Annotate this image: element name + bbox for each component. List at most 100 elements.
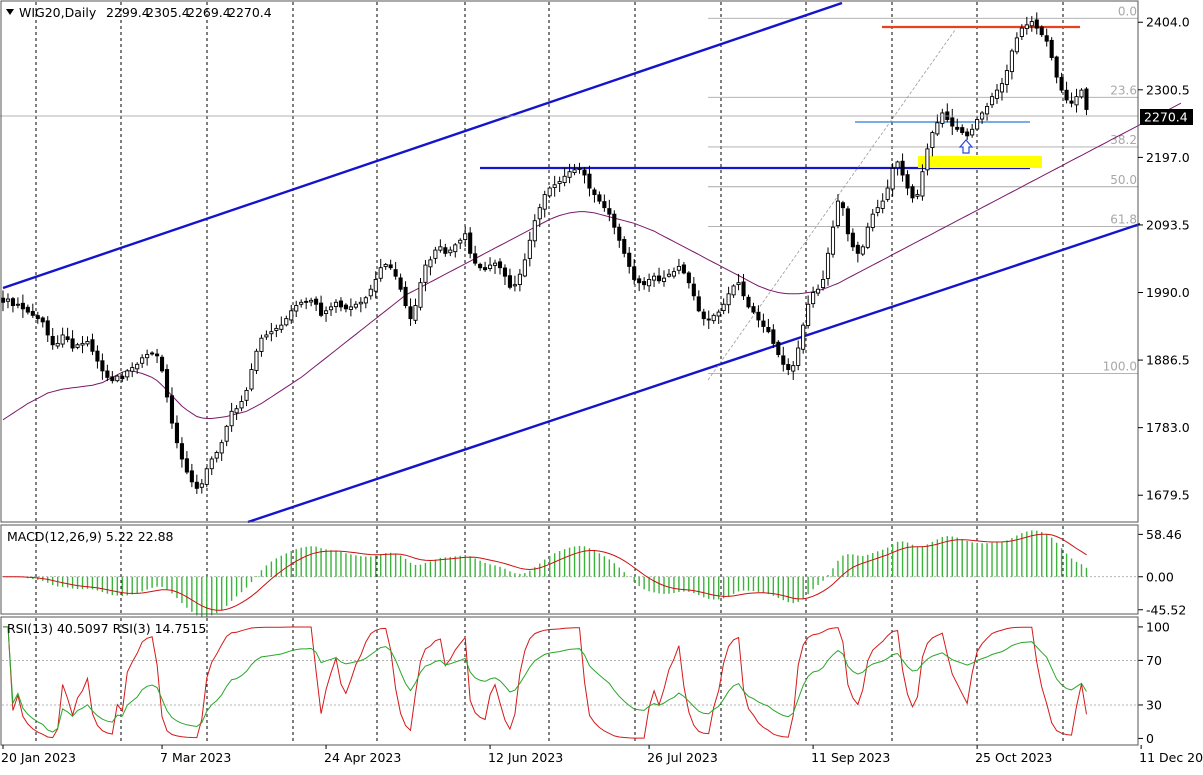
candle bbox=[537, 203, 542, 228]
candle bbox=[15, 297, 20, 309]
vertical-grid bbox=[35, 2, 1064, 744]
candle bbox=[80, 335, 85, 354]
collapse-triangle-icon[interactable] bbox=[6, 9, 14, 15]
target-zone[interactable] bbox=[918, 156, 1042, 168]
candle bbox=[289, 304, 294, 324]
macd-tick-label: 58.46 bbox=[1146, 527, 1182, 542]
macd-tick-label: 0.00 bbox=[1146, 569, 1174, 584]
candle bbox=[100, 353, 105, 380]
candle bbox=[95, 345, 100, 369]
candle bbox=[130, 362, 135, 378]
trend-channel[interactable] bbox=[2, 1, 1141, 524]
candle bbox=[438, 239, 443, 253]
candle bbox=[806, 295, 811, 329]
candle bbox=[20, 294, 25, 318]
candle bbox=[443, 243, 448, 257]
price-axis[interactable]: 2404.0 2300.5 2197.0 2093.5 1990.0 1886.5 1783… bbox=[1138, 15, 1190, 503]
macd-title: MACD(12,26,9) 5.22 22.88 bbox=[7, 529, 174, 544]
ohlc-close: 2270.4 bbox=[228, 5, 272, 20]
candle bbox=[150, 351, 155, 356]
candle bbox=[860, 244, 865, 256]
candle bbox=[776, 340, 781, 358]
candle bbox=[731, 284, 736, 298]
candle bbox=[850, 228, 855, 252]
candle bbox=[801, 322, 806, 354]
time-tick-label: 24 Apr 2023 bbox=[324, 750, 401, 765]
candle bbox=[567, 163, 572, 184]
candle bbox=[756, 305, 761, 328]
candle bbox=[453, 242, 458, 258]
fib-level-label: 61.8 bbox=[1110, 213, 1137, 227]
candle bbox=[35, 311, 40, 324]
candle bbox=[557, 176, 562, 192]
candle bbox=[5, 293, 11, 309]
candle bbox=[965, 128, 970, 140]
candle bbox=[721, 298, 726, 315]
candle bbox=[885, 179, 890, 202]
candle bbox=[602, 194, 607, 212]
ohlc-open: 2299.4 bbox=[106, 5, 150, 20]
candle bbox=[701, 308, 706, 326]
candle bbox=[169, 387, 175, 429]
candle bbox=[120, 371, 125, 383]
rsi-tick-label: 30 bbox=[1146, 697, 1162, 712]
candle bbox=[676, 258, 681, 275]
candle bbox=[85, 336, 90, 347]
time-axis[interactable]: 20 Jan 2023 7 Mar 2023 24 Apr 2023 12 Jun 2… bbox=[1, 745, 1203, 765]
candle bbox=[736, 273, 741, 291]
channel-upper-line[interactable] bbox=[2, 1, 843, 290]
channel-lower-line[interactable] bbox=[247, 222, 1141, 524]
fib-level-label: 100.0 bbox=[1103, 359, 1137, 373]
fib-level-label: 38.2 bbox=[1110, 133, 1137, 147]
ohlc-low: 2269.4 bbox=[187, 5, 231, 20]
candle bbox=[199, 478, 204, 494]
candle bbox=[448, 246, 453, 257]
fib-level-label: 0.0 bbox=[1118, 4, 1137, 18]
fib-trend-line[interactable] bbox=[707, 29, 956, 381]
candle bbox=[855, 241, 860, 263]
candle bbox=[691, 277, 696, 301]
fib-level-label: 50.0 bbox=[1110, 173, 1137, 187]
time-tick-label: 7 Mar 2023 bbox=[160, 750, 231, 765]
candle bbox=[706, 310, 711, 330]
candle bbox=[304, 297, 309, 310]
chart-info: WIG20,Daily 2299.4 2305.4 2269.4 2270.4 … bbox=[6, 5, 272, 636]
candle bbox=[1019, 24, 1024, 40]
candle bbox=[348, 298, 353, 317]
candle bbox=[244, 387, 249, 407]
candle bbox=[587, 165, 592, 197]
candle bbox=[463, 226, 468, 247]
candle bbox=[343, 303, 348, 313]
candle bbox=[1014, 32, 1019, 55]
candle bbox=[473, 245, 478, 266]
candle bbox=[1049, 37, 1054, 61]
candle bbox=[1069, 92, 1074, 108]
price-tick-label: 1886.5 bbox=[1146, 353, 1190, 368]
candle bbox=[338, 297, 344, 312]
candle bbox=[1039, 25, 1044, 38]
time-tick-label: 11 Dec 2023 bbox=[1139, 750, 1203, 765]
candle bbox=[189, 463, 194, 488]
candle bbox=[845, 206, 850, 242]
candle bbox=[388, 259, 393, 270]
rsi-tick-label: 0 bbox=[1146, 731, 1154, 746]
candle bbox=[269, 322, 274, 342]
candle bbox=[716, 309, 721, 325]
candle bbox=[840, 200, 845, 216]
candle bbox=[582, 167, 587, 184]
price-tick-label: 2300.5 bbox=[1146, 82, 1190, 97]
candle bbox=[512, 275, 517, 292]
candle bbox=[75, 342, 80, 350]
candle bbox=[696, 290, 701, 313]
candle bbox=[145, 349, 150, 366]
candle bbox=[433, 246, 438, 264]
candle bbox=[418, 277, 423, 311]
candle bbox=[70, 330, 75, 352]
candle bbox=[617, 223, 622, 248]
candle bbox=[110, 371, 115, 384]
candle bbox=[865, 222, 870, 250]
candle bbox=[194, 474, 199, 494]
ohlc-high: 2305.4 bbox=[146, 5, 190, 20]
